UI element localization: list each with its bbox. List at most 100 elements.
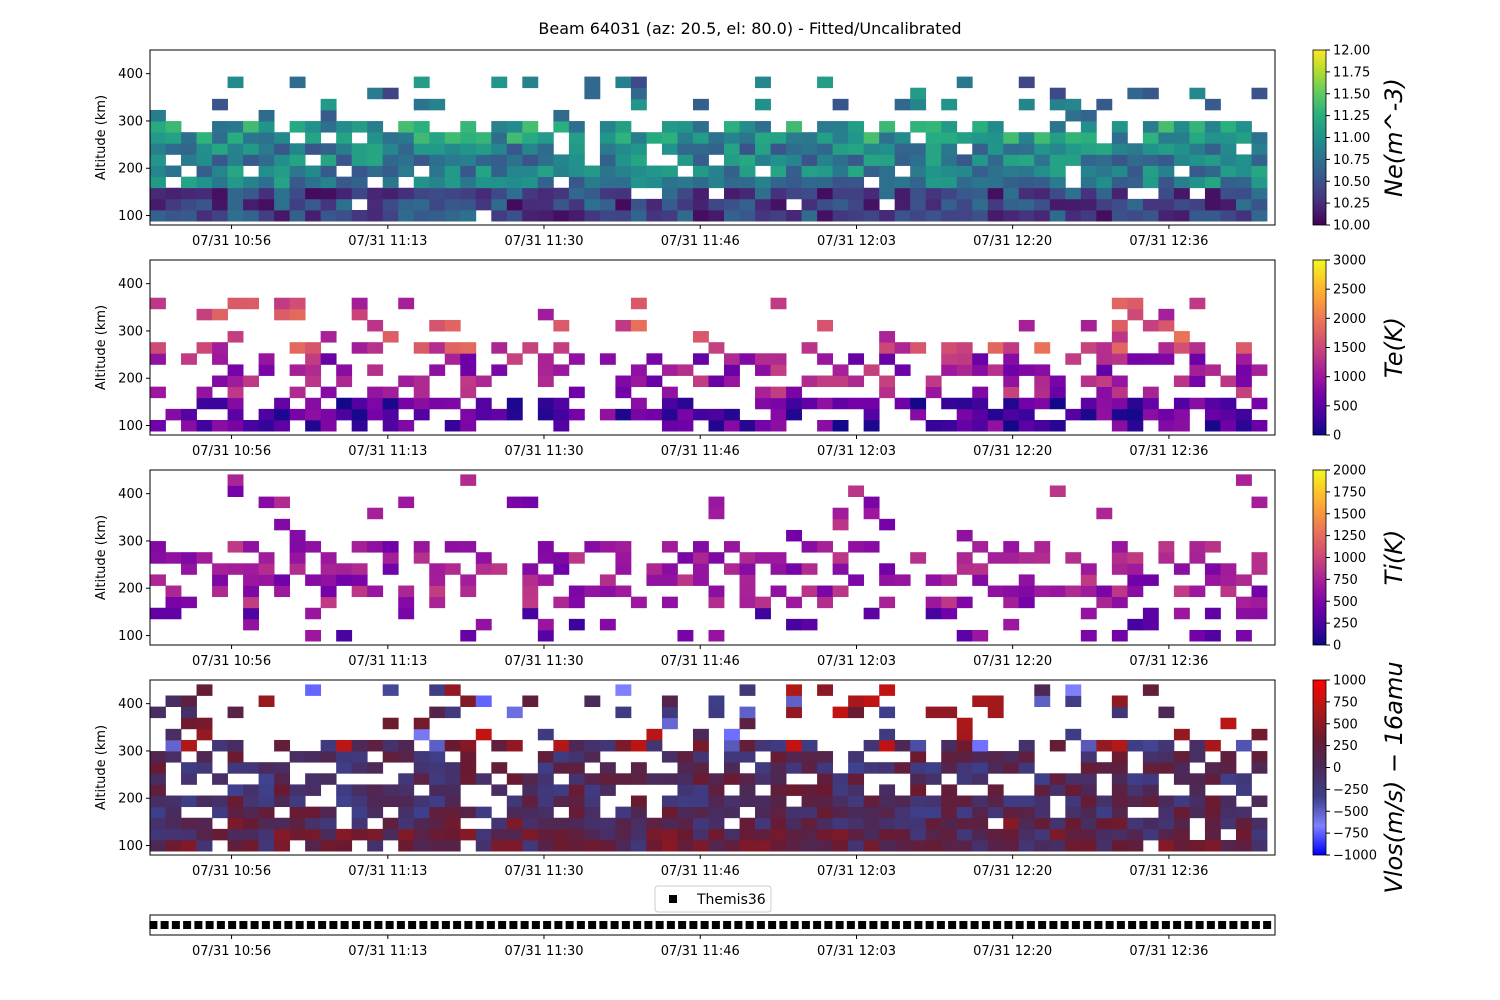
heatmap-cell — [1096, 596, 1113, 609]
heatmap-cell — [351, 397, 368, 410]
heatmap-cell — [925, 806, 942, 819]
heatmap-cell — [289, 751, 306, 763]
heatmap-cell — [1204, 839, 1221, 852]
heatmap-cell — [336, 143, 353, 155]
heatmap-cell — [1049, 386, 1066, 399]
heatmap-cell — [336, 739, 353, 752]
heatmap-cell — [522, 496, 539, 509]
heatmap-cell — [1204, 817, 1221, 830]
themis36-marker — [599, 921, 608, 929]
heatmap-cell — [243, 596, 259, 609]
themis36-marker — [846, 921, 855, 929]
heatmap-cell — [1235, 839, 1252, 852]
themis36-marker — [194, 921, 203, 929]
heatmap-cell — [848, 706, 865, 719]
heatmap-cell — [398, 121, 415, 133]
heatmap-cell — [708, 552, 725, 564]
heatmap-cell — [398, 375, 415, 388]
heatmap-cell — [475, 618, 492, 631]
heatmap-cell — [894, 187, 911, 200]
heatmap-cell — [413, 132, 430, 144]
themis36-marker — [880, 921, 889, 929]
heatmap-cell — [879, 596, 896, 609]
heatmap-cell — [972, 751, 989, 763]
heatmap-cell — [1034, 806, 1051, 819]
heatmap-cell — [770, 828, 787, 841]
colorbar-tick-label: 1500 — [1333, 341, 1366, 356]
heatmap-cell — [227, 154, 244, 166]
heatmap-cell — [956, 198, 973, 211]
heatmap-cell — [289, 342, 306, 354]
heatmap-cell — [630, 176, 647, 189]
heatmap-cell — [475, 773, 492, 785]
heatmap-cell — [1049, 739, 1066, 752]
heatmap-cell — [801, 806, 818, 819]
heatmap-cell — [972, 364, 989, 376]
heatmap-cell — [243, 419, 259, 432]
heatmap-cell — [320, 552, 337, 564]
heatmap-cell — [615, 828, 632, 841]
heatmap-cell — [506, 408, 523, 421]
heatmap-cell — [1049, 132, 1066, 144]
heatmap-cell — [553, 784, 570, 796]
heatmap-cell — [1220, 121, 1237, 133]
heatmap-cell — [568, 143, 585, 155]
heatmap-cell — [677, 209, 694, 222]
heatmap-cell — [894, 209, 911, 222]
heatmap-cell — [196, 751, 213, 763]
heatmap-cell — [863, 419, 880, 432]
heatmap-cell — [817, 419, 834, 432]
themis36-marker — [205, 921, 214, 929]
heatmap-cell — [770, 552, 787, 564]
heatmap-cell — [848, 806, 865, 819]
heatmap-cell — [460, 353, 477, 365]
heatmap-cell — [181, 739, 197, 752]
heatmap-cell — [708, 408, 725, 421]
heatmap-cell — [1220, 154, 1237, 166]
heatmap-cell — [522, 773, 539, 785]
heatmap-cell — [336, 187, 353, 200]
heatmap-cell — [1080, 375, 1097, 388]
heatmap-cell — [1173, 751, 1190, 763]
heatmap-cell — [212, 132, 228, 144]
heatmap-cell — [584, 541, 601, 553]
heatmap-cell — [1158, 154, 1175, 166]
heatmap-cell — [910, 165, 927, 178]
heatmap-cell — [227, 817, 244, 830]
heatmap-cell — [801, 739, 818, 752]
heatmap-cell — [801, 817, 818, 830]
heatmap-cell — [941, 795, 958, 808]
heatmap-cell — [320, 154, 337, 166]
heatmap-cell — [305, 121, 322, 133]
heatmap-cell — [522, 574, 539, 586]
heatmap-cell — [1049, 198, 1066, 211]
heatmap-cell — [274, 574, 291, 586]
heatmap-cell — [739, 187, 756, 200]
heatmap-cell — [832, 795, 849, 808]
heatmap-cell — [258, 496, 275, 509]
heatmap-cell — [1096, 739, 1113, 752]
heatmap-cell — [1034, 176, 1051, 189]
themis36-marker — [644, 921, 653, 929]
heatmap-cell — [1111, 297, 1128, 310]
heatmap-cell — [568, 154, 585, 166]
heatmap-cell — [661, 187, 678, 200]
heatmap-cell — [1049, 419, 1066, 432]
heatmap-cell — [599, 176, 616, 189]
y-tick-label: 400 — [118, 277, 143, 292]
x-tick-label: 07/31 11:46 — [661, 654, 740, 669]
heatmap-cell — [755, 607, 771, 620]
heatmap-cell — [692, 806, 709, 819]
heatmap-cell — [1235, 408, 1252, 421]
heatmap-cell — [475, 806, 492, 819]
heatmap-cell — [227, 806, 244, 819]
heatmap-cell — [972, 574, 989, 586]
heatmap-cell — [212, 739, 228, 752]
heatmap-cell — [491, 563, 508, 575]
heatmap-cell — [320, 596, 337, 609]
heatmap-cell — [739, 353, 756, 365]
heatmap-cell — [832, 706, 849, 719]
heatmap-cell — [987, 154, 1004, 166]
heatmap-cell — [817, 828, 834, 841]
heatmap-cell — [894, 574, 911, 586]
